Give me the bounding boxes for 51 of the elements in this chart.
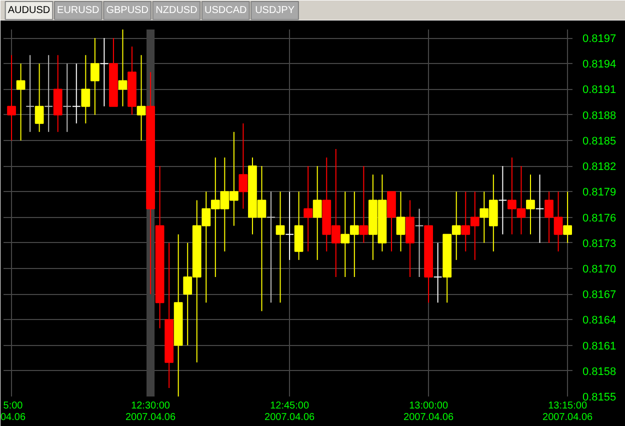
y-tick-label: 0.8167 xyxy=(582,289,616,302)
y-tick-label: 0.8161 xyxy=(582,340,616,352)
y-tick-label: 0.8164 xyxy=(582,314,616,327)
candlestick xyxy=(433,242,442,304)
x-tick-label: 12:45:00 2007.04.06 xyxy=(264,400,316,424)
x-tick-label: 13:00:00 2007.04.06 xyxy=(404,400,454,424)
text: EURUSD xyxy=(57,5,100,16)
candlestick xyxy=(563,191,572,244)
y-tick-label: 0.8185 xyxy=(582,135,616,148)
candlestick xyxy=(100,38,109,107)
y-tick-label: 0.8170 xyxy=(582,263,616,276)
y-tick-label: 0.8197 xyxy=(582,33,616,46)
x-tick-label: 13:15:00 2007.04.06 xyxy=(542,400,594,424)
candlestick xyxy=(498,166,508,235)
candlestick xyxy=(312,166,322,260)
candlestick xyxy=(90,38,100,116)
candlestick xyxy=(62,63,72,132)
y-tick-label: 0.8188 xyxy=(582,110,616,122)
y-tick-label: 0.8176 xyxy=(582,212,616,224)
text: USDJPY xyxy=(255,5,295,16)
y-tick-label: 0.8191 xyxy=(582,84,616,96)
candlestick xyxy=(16,63,26,141)
candlestick xyxy=(526,174,535,235)
candlestick xyxy=(118,30,128,107)
candlestick xyxy=(304,166,313,252)
candlestick xyxy=(81,54,90,124)
y-tick-label: 0.8173 xyxy=(582,238,616,250)
y-tick-label: 0.8182 xyxy=(582,161,616,174)
y-tick-label: 0.8179 xyxy=(582,186,616,199)
candlestick xyxy=(276,191,285,304)
x-tick-label: 5:00 04.06 xyxy=(0,400,26,424)
text: NZDUSD xyxy=(156,5,198,16)
candlestick xyxy=(72,63,81,124)
x-tick-label: 12:30:00 2007.04.06 xyxy=(126,400,176,424)
candlestick xyxy=(414,208,424,278)
candlestick xyxy=(359,166,368,244)
candlestick xyxy=(238,122,248,210)
candlestick xyxy=(535,174,544,244)
candlestick xyxy=(266,191,276,304)
candlestick xyxy=(34,63,44,132)
candlestick xyxy=(7,54,16,141)
text: USDCAD xyxy=(204,5,247,16)
y-tick-label: 0.8158 xyxy=(582,366,616,378)
chart-title: AUDUSD xyxy=(8,5,50,16)
y-tick-label: 0.8194 xyxy=(582,58,616,71)
candlestick xyxy=(136,54,146,141)
candlestick xyxy=(44,54,54,132)
candlestick xyxy=(26,54,35,132)
candlestick xyxy=(285,191,294,260)
candlestick xyxy=(396,191,406,252)
text: GBPUSD xyxy=(106,5,148,16)
